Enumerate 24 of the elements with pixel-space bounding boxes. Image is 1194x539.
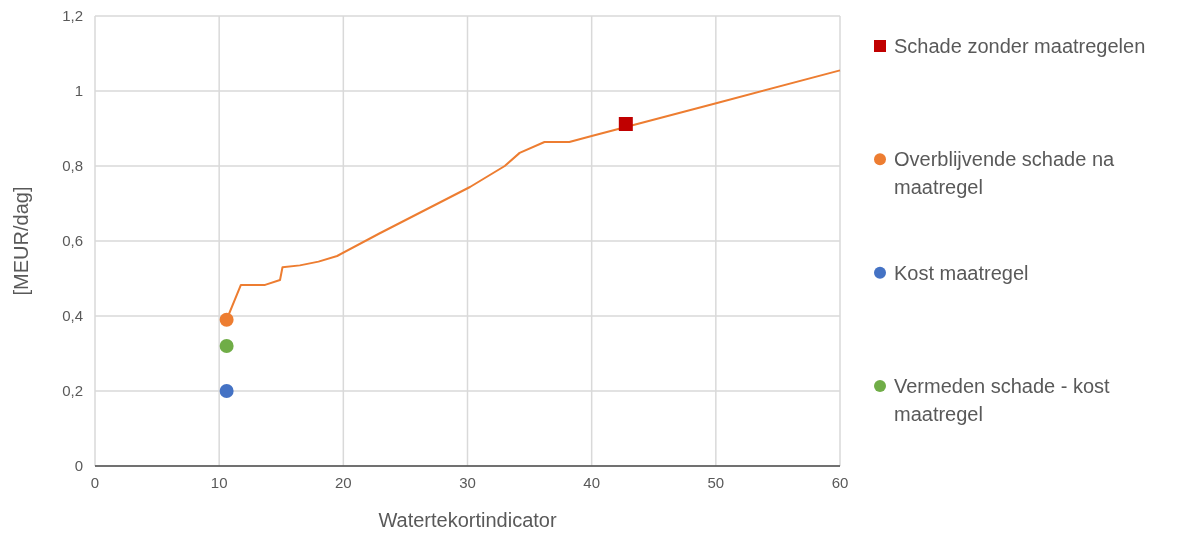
y-tick-label: 0,4 — [62, 307, 83, 324]
legend-label: Schade zonder maatregelen — [894, 35, 1146, 57]
x-tick-label: 10 — [210, 474, 228, 491]
y-tick-label: 0,8 — [62, 157, 83, 174]
point — [219, 339, 234, 353]
x-tick-label: 30 — [459, 474, 476, 491]
x-tick-label: 50 — [707, 474, 725, 491]
x-tick-label: 0 — [90, 474, 100, 491]
y-tick-label: 0 — [74, 457, 83, 474]
x-tick-label: 60 — [831, 474, 849, 491]
y-tick-label: 1 — [74, 82, 83, 99]
point — [618, 117, 633, 131]
legend-label: Kost maatregel — [894, 261, 1029, 284]
point — [219, 312, 234, 327]
legend-label: Overblijvende schade na maatregel — [894, 148, 1116, 199]
x-axis-title: Watertekortindicator — [378, 509, 557, 531]
y-tick-label: 0,2 — [62, 382, 83, 399]
y-tick-label: 0,6 — [62, 232, 83, 249]
x-tick-label: 40 — [583, 474, 601, 491]
x-tick-label: 20 — [334, 474, 352, 491]
y-axis-title: [MEUR/dag] — [10, 186, 32, 296]
point — [219, 384, 234, 398]
y-tick-label: 1,2 — [62, 7, 83, 24]
legend-label: Vermeden schade - kost maatregel — [894, 375, 1111, 425]
